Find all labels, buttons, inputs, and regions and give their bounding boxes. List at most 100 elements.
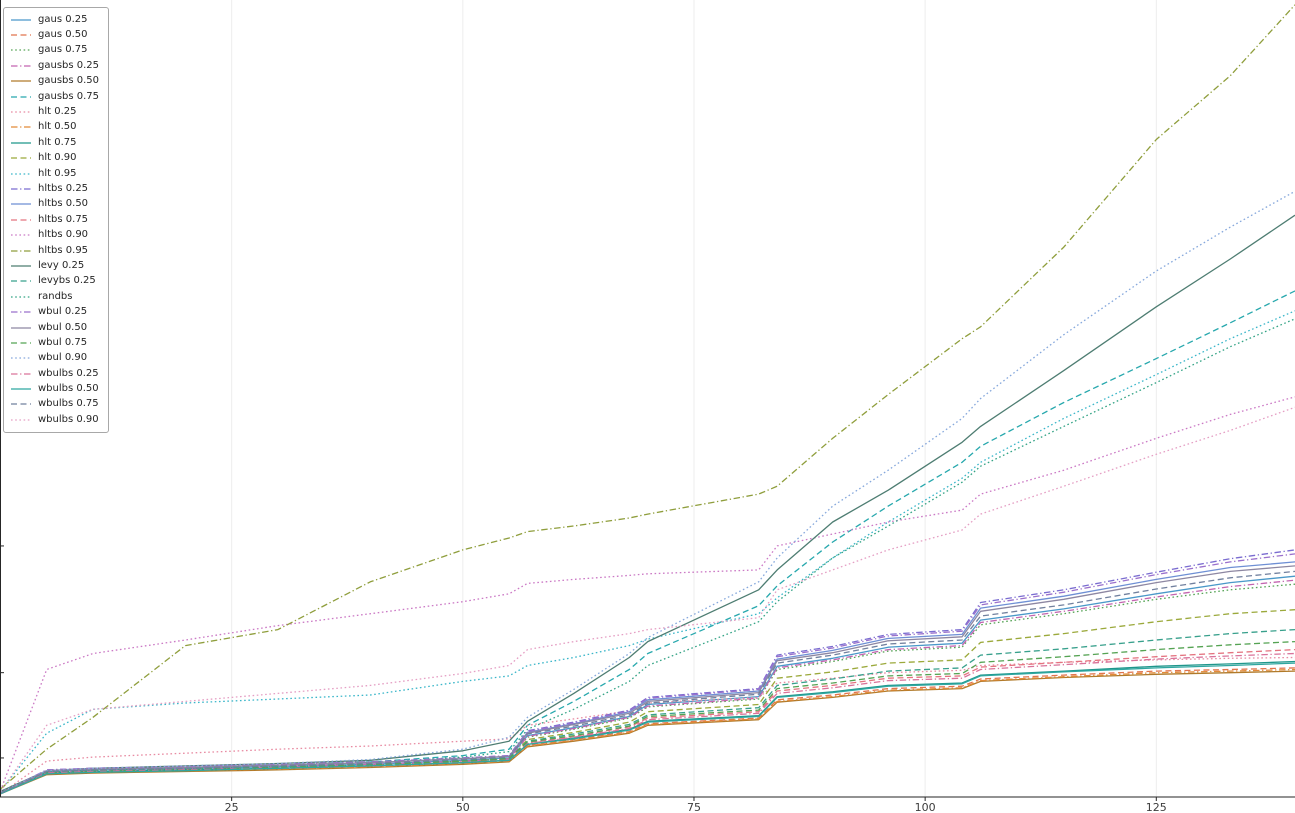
legend-label: wbul 0.90 [38,352,88,364]
legend-item: wbulbs 0.25 [10,366,99,381]
series-line-gausbs-0-25 [0,579,1295,794]
legend-item: hltbs 0.90 [10,227,99,242]
legend-item: wbul 0.50 [10,320,99,335]
series-line-hltbs-0-50 [0,561,1295,794]
legend-label: hlt 0.90 [38,152,77,164]
series-line-hltbs-0-90 [0,396,1295,791]
legend-line-swatch [11,49,31,52]
legend-label: gausbs 0.50 [38,75,100,87]
legend-line-swatch [11,34,31,36]
legend-item: wbulbs 0.75 [10,397,99,412]
legend-item: wbul 0.90 [10,351,99,366]
legend-item: hltbs 0.75 [10,212,99,227]
legend-item: hltbs 0.95 [10,243,99,258]
legend-line-swatch [11,403,31,406]
legend-label: wbulbs 0.25 [38,367,99,379]
legend-label: wbul 0.50 [38,321,88,333]
series-line-hlt-0-75 [0,660,1295,795]
legend-line-swatch [11,65,31,67]
legend-label: wbul 0.25 [38,306,88,318]
series-line-gaus-0-25 [0,575,1295,794]
legend-line-swatch [11,111,31,113]
legend-item: wbul 0.75 [10,335,99,350]
legend-line-swatch [11,296,31,298]
legend-item: gausbs 0.50 [10,74,99,89]
legend-label: gaus 0.50 [38,29,88,41]
legend-label: wbulbs 0.75 [38,398,99,410]
series-line-hlt-0-95 [0,310,1295,792]
legend-label: levy 0.25 [38,259,85,271]
legend-label: hltbs 0.25 [38,182,89,194]
series-line-hltbs-0-25 [0,549,1295,794]
x-tick-label: 125 [1146,801,1167,813]
x-tick-label: 25 [225,801,239,813]
legend-line-swatch [11,172,31,175]
legend-line-swatch [11,326,31,329]
legend-item: gaus 0.75 [10,43,99,58]
series-line-randbs [0,318,1295,794]
legend-item: gaus 0.50 [10,27,99,42]
legend-line-swatch [11,188,31,190]
legend-label: gaus 0.75 [38,44,88,56]
series-line-hlt-0-50 [0,668,1295,795]
legend-label: wbul 0.75 [38,336,88,348]
x-tick-label: 50 [456,801,470,813]
legend-item: wbulbs 0.90 [10,412,99,427]
legend-item: hlt 0.90 [10,151,99,166]
legend-item: wbul 0.25 [10,304,99,319]
legend-label: levybs 0.25 [38,275,96,287]
legend-label: hltbs 0.90 [38,229,89,241]
series-line-wbul-0-50 [0,565,1295,794]
legend-line-swatch [11,342,31,344]
series-line-hltbs-0-95 [0,4,1295,790]
legend-label: wbulbs 0.90 [38,413,99,425]
legend-label: randbs [38,290,73,302]
legend-item: gausbs 0.75 [10,89,99,104]
legend-line-swatch [11,265,31,267]
series-line-gausbs-0-50 [0,670,1295,795]
legend-item: hlt 0.75 [10,135,99,150]
legend-label: gausbs 0.25 [38,59,100,71]
legend-line-swatch [11,126,31,129]
series-line-hltbs-0-75 [0,648,1295,795]
legend-item: hlt 0.95 [10,166,99,181]
legend-label: hltbs 0.95 [38,244,89,256]
series-line-gausbs-0-75 [0,290,1295,794]
legend-label: hlt 0.95 [38,167,77,179]
series-line-wbulbs-0-75 [0,570,1295,794]
legend-label: hlt 0.25 [38,106,77,118]
legend-item: hltbs 0.50 [10,197,99,212]
legend-line-swatch [11,80,31,82]
series-line-gaus-0-50 [0,667,1295,795]
series-line-gaus-0-75 [0,583,1295,794]
series-line-wbul-0-75 [0,640,1295,794]
legend-line-swatch [11,249,31,252]
x-tick-label: 75 [687,801,701,813]
legend-line-swatch [11,157,31,159]
legend-line-swatch [11,203,31,206]
legend-line-swatch [11,419,31,421]
legend-item: wbulbs 0.50 [10,381,99,396]
legend-line-swatch [11,219,31,221]
series-line-wbul-0-90 [0,190,1295,793]
legend-line-swatch [11,388,31,390]
legend-item: gaus 0.25 [10,12,99,27]
legend-label: hlt 0.75 [38,136,77,148]
legend-item: gausbs 0.25 [10,58,99,73]
series-line-wbul-0-25 [0,553,1295,794]
legend-line-swatch [11,311,31,313]
series-line-wbulbs-0-90 [0,406,1295,792]
legend-line-swatch [11,234,31,236]
legend-item: randbs [10,289,99,304]
legend-item: levybs 0.25 [10,274,99,289]
legend-line-swatch [11,357,31,359]
legend-line-swatch [11,373,31,375]
x-tick-label: 100 [915,801,936,813]
legend-label: hltbs 0.50 [38,198,89,210]
legend-item: hltbs 0.25 [10,181,99,196]
legend-label: gausbs 0.75 [38,90,100,102]
legend-label: hlt 0.50 [38,121,77,133]
legend-item: levy 0.25 [10,258,99,273]
